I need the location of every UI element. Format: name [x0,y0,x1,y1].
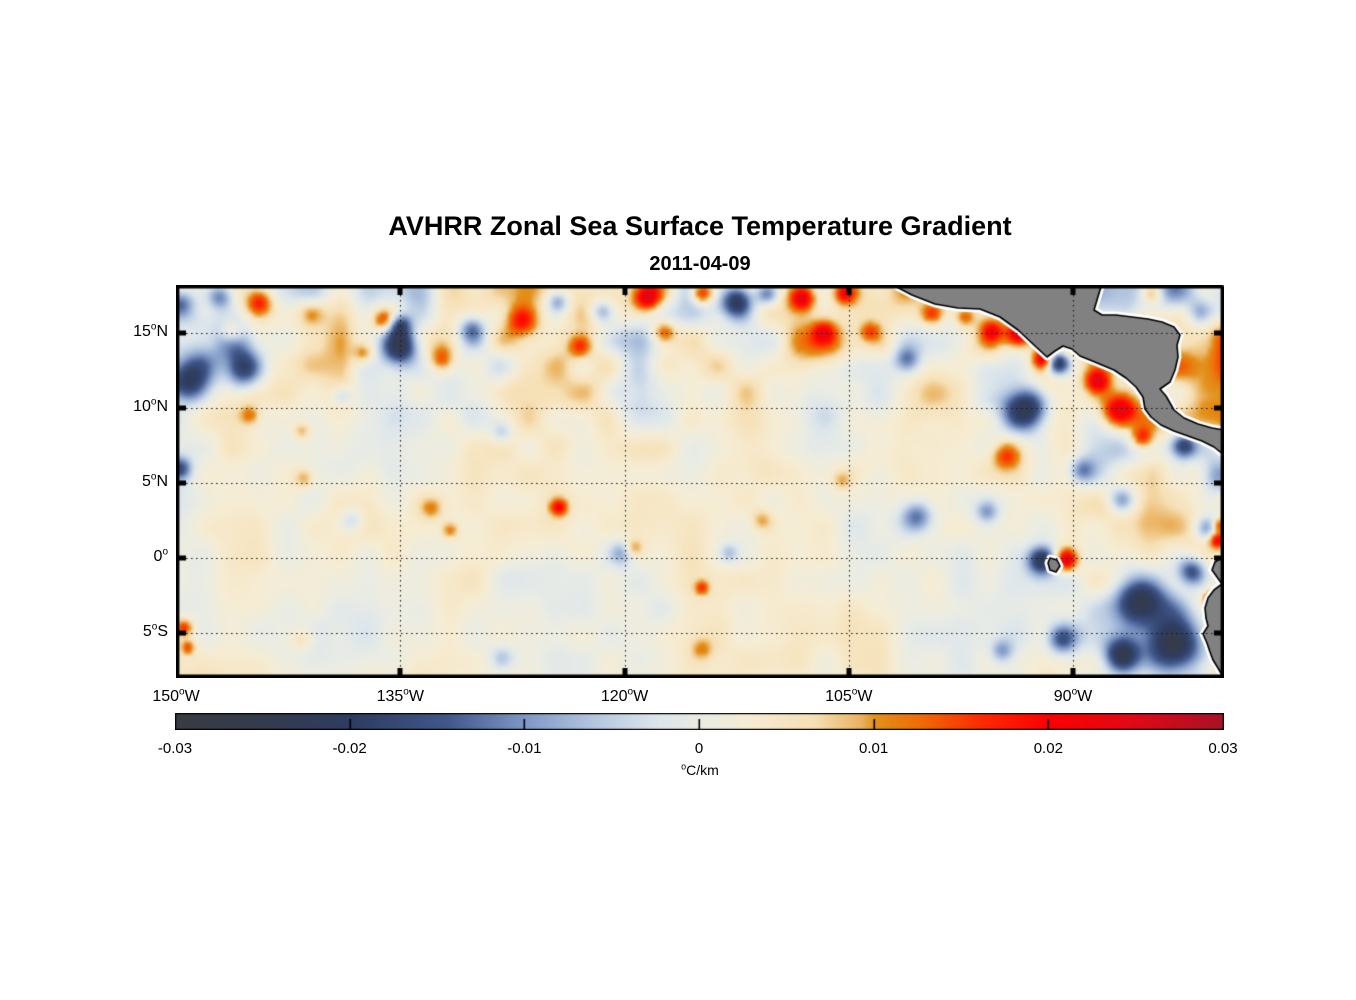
colorbar-tick-label: -0.02 [332,740,367,757]
y-tick-label: 10oN [133,396,168,415]
colorbar-unit-label: oC/km [681,761,719,778]
x-tick-label: 135oW [376,686,424,705]
sst-gradient-map-canvas [176,285,1224,678]
x-tick-label: 90oW [1053,686,1093,705]
y-tick-label: 5oN [141,471,168,490]
y-tick-label: 15oN [133,321,168,340]
colorbar-tick-label: 0.03 [1208,740,1238,757]
colorbar-tick-label: -0.01 [507,740,542,757]
colorbar-canvas [175,713,1224,730]
chart-title: AVHRR Zonal Sea Surface Temperature Grad… [388,211,1012,241]
x-tick-label: 105oW [825,686,873,705]
y-tick-label: 0o [153,546,168,565]
colorbar-tick-label: -0.03 [157,740,193,757]
chart-date-subtitle: 2011-04-09 [649,253,751,275]
colorbar-tick-label: 0 [694,740,704,757]
colorbar-tick-label: 0.01 [859,740,889,757]
x-tick-label: 150oW [152,686,200,705]
y-tick-label: 5oS [142,621,168,640]
colorbar-tick-label: 0.02 [1033,740,1063,757]
x-tick-label: 120oW [600,686,649,705]
